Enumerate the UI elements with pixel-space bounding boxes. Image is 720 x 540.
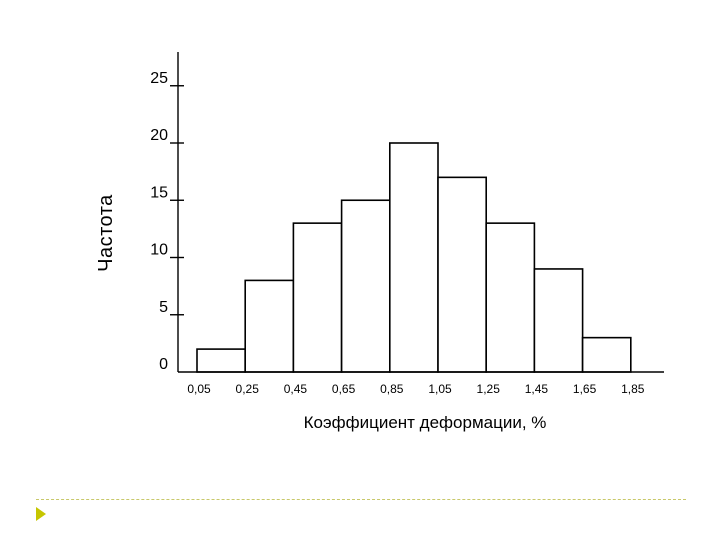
histogram-bar xyxy=(196,348,247,373)
x-tick-label: 0,85 xyxy=(380,382,404,396)
y-tick-label: 0 xyxy=(159,356,168,373)
x-tick-label: 0,65 xyxy=(332,382,356,396)
histogram-bar xyxy=(292,222,343,373)
histogram-bar xyxy=(533,268,584,373)
x-axis-title: Коэффициент деформации, % xyxy=(304,413,547,432)
histogram-bar xyxy=(340,199,391,373)
x-tick-label: 1,45 xyxy=(525,382,549,396)
x-tick-label: 1,65 xyxy=(573,382,597,396)
histogram-bar xyxy=(485,222,536,373)
histogram-bar xyxy=(437,176,488,373)
x-tick-label: 0,45 xyxy=(284,382,308,396)
y-tick-label: 25 xyxy=(150,70,168,87)
x-tick-label: 0,05 xyxy=(187,382,211,396)
x-tick-label: 1,25 xyxy=(477,382,501,396)
y-tick-label: 15 xyxy=(150,184,168,201)
x-tick-label: 1,05 xyxy=(428,382,452,396)
footer-divider xyxy=(36,499,686,500)
y-axis-title: Частота xyxy=(95,194,117,272)
y-tick-label: 10 xyxy=(150,242,168,259)
slide-bullet-arrow-icon xyxy=(36,507,46,521)
x-tick-label: 0,25 xyxy=(236,382,260,396)
y-tick-label: 20 xyxy=(150,127,168,144)
histogram-bar xyxy=(581,336,632,373)
y-tick-label: 5 xyxy=(159,299,168,316)
histogram-bar xyxy=(388,142,439,373)
x-tick-label: 1,85 xyxy=(621,382,645,396)
histogram-bar xyxy=(244,279,295,373)
